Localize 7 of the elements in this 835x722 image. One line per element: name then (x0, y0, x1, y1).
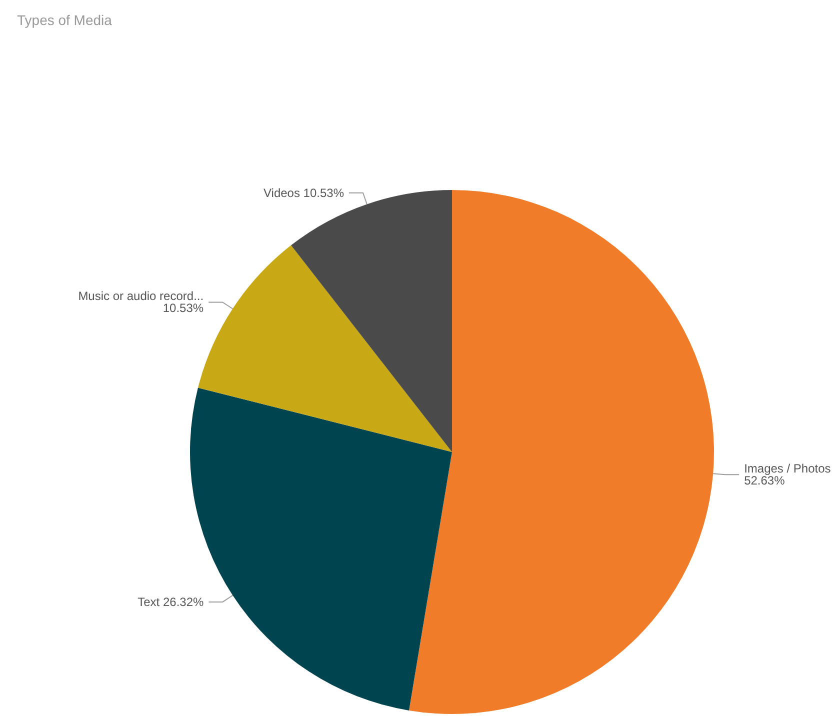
data-label: 52.63% (744, 474, 786, 488)
chart-title: Types of Media (17, 12, 112, 28)
slice-label: Text 26.32% (138, 594, 204, 609)
slice-label: Images / Photos (744, 462, 831, 476)
slice-label: Music or audio record... (78, 289, 204, 304)
data-label: 10.53% (162, 301, 204, 316)
slice-label: Videos 10.53% (263, 186, 344, 200)
